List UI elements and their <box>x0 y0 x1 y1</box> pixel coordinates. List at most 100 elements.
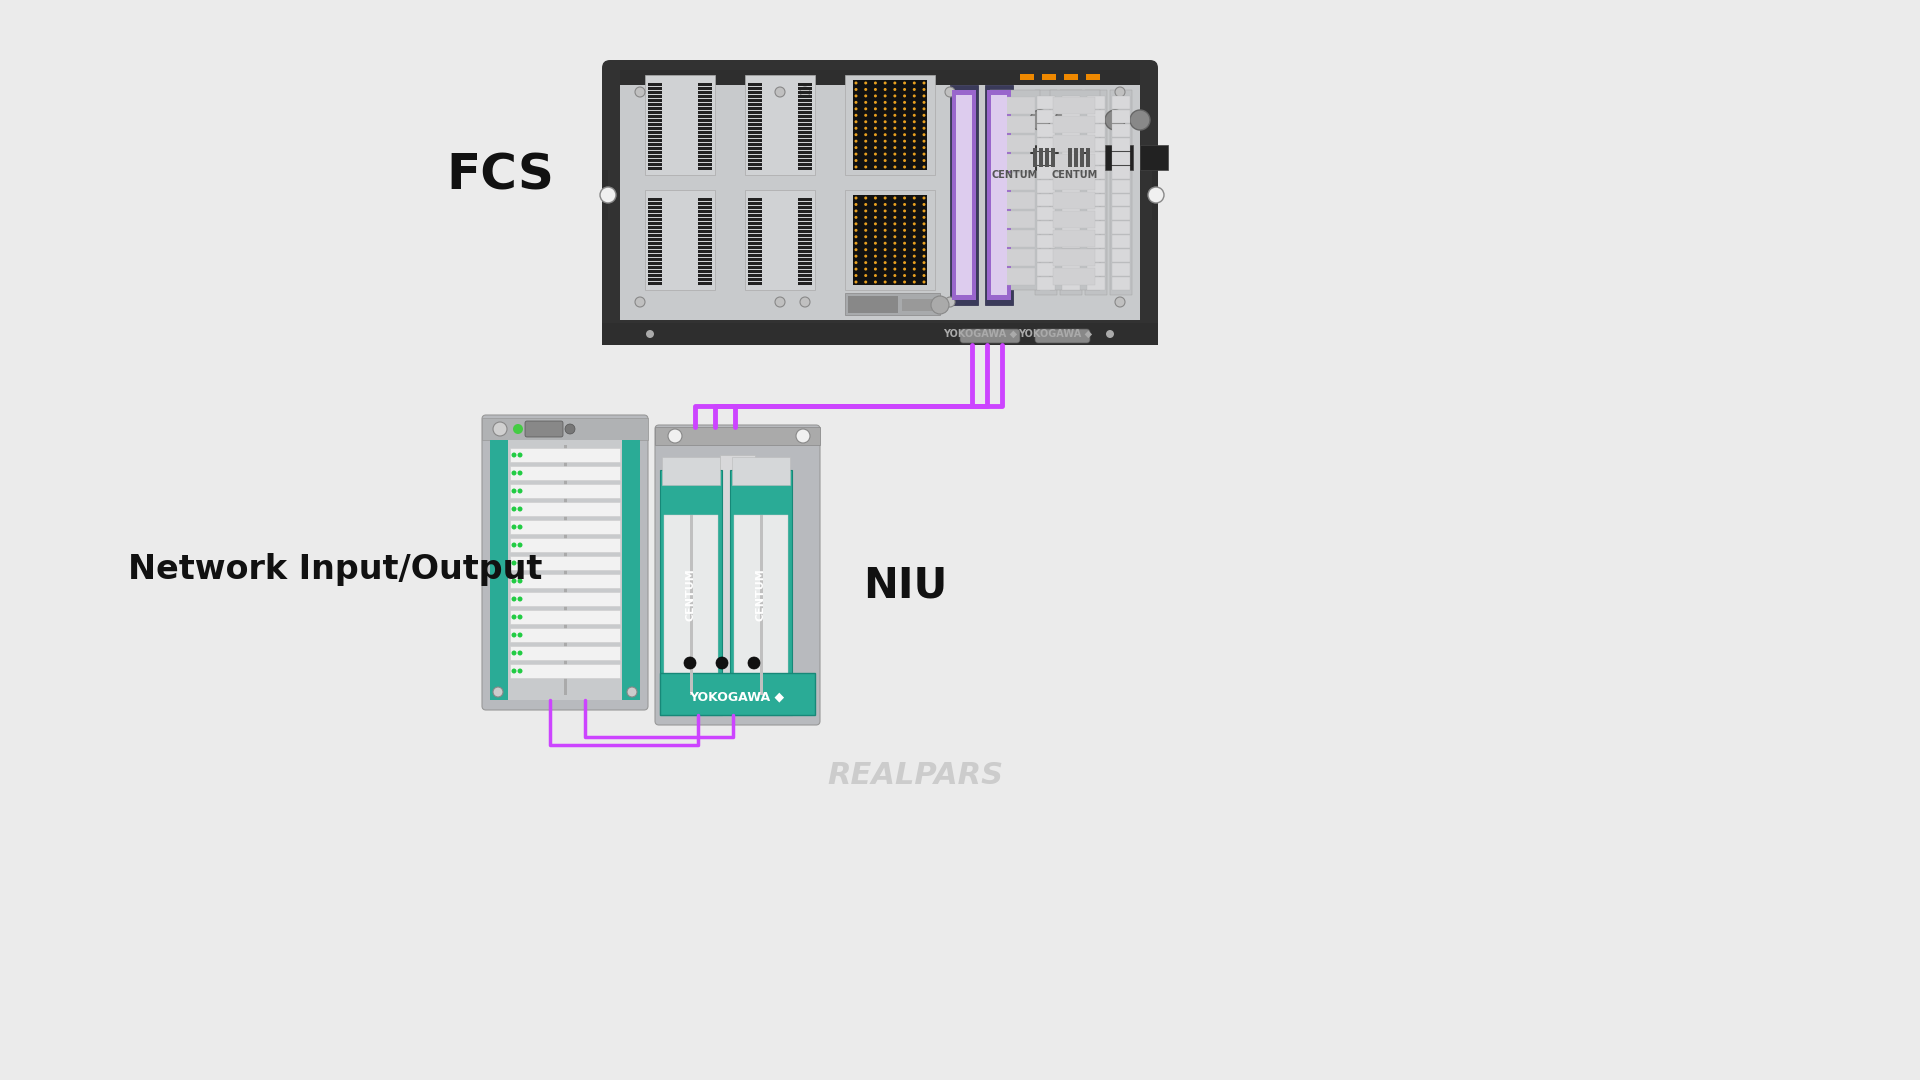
Circle shape <box>854 222 858 226</box>
Bar <box>993 97 1035 114</box>
Bar <box>649 214 662 217</box>
Text: REALPARS: REALPARS <box>828 760 1002 789</box>
Bar <box>749 122 762 126</box>
Bar <box>1052 230 1094 247</box>
Bar <box>699 131 712 134</box>
Bar <box>699 238 712 241</box>
Circle shape <box>854 197 858 200</box>
Bar <box>511 502 620 516</box>
Circle shape <box>511 488 516 494</box>
Bar <box>1052 173 1094 190</box>
Circle shape <box>645 330 655 338</box>
Bar <box>660 673 814 715</box>
Circle shape <box>864 248 868 252</box>
Bar <box>760 515 762 696</box>
Bar <box>799 238 812 241</box>
Circle shape <box>864 81 868 84</box>
Circle shape <box>518 542 522 548</box>
Circle shape <box>854 281 858 283</box>
Bar <box>511 610 620 624</box>
Bar <box>699 261 712 265</box>
Bar <box>799 138 812 141</box>
Circle shape <box>854 203 858 206</box>
Circle shape <box>893 81 897 84</box>
Circle shape <box>883 197 887 200</box>
Circle shape <box>922 152 925 156</box>
Circle shape <box>518 650 522 656</box>
Circle shape <box>518 561 522 566</box>
Bar <box>1033 148 1037 167</box>
Bar <box>799 273 812 276</box>
Bar <box>749 162 762 166</box>
Bar <box>749 143 762 146</box>
Bar <box>1050 90 1100 291</box>
Circle shape <box>874 216 877 219</box>
Bar <box>799 214 812 217</box>
Bar <box>749 249 762 253</box>
Bar <box>991 95 1006 295</box>
Bar <box>1052 135 1094 152</box>
Bar <box>1087 278 1106 291</box>
Circle shape <box>874 120 877 123</box>
Circle shape <box>518 633 522 637</box>
Bar <box>649 242 662 245</box>
Circle shape <box>864 113 868 117</box>
Circle shape <box>922 235 925 239</box>
Circle shape <box>912 268 916 271</box>
Bar <box>1052 192 1094 210</box>
Bar <box>1062 138 1079 151</box>
Circle shape <box>511 633 516 637</box>
Circle shape <box>716 657 728 669</box>
Bar <box>799 261 812 265</box>
Bar <box>799 249 812 253</box>
Bar <box>849 296 899 313</box>
Bar <box>749 278 762 281</box>
Circle shape <box>864 146 868 149</box>
Circle shape <box>893 165 897 168</box>
Circle shape <box>902 81 906 84</box>
Circle shape <box>893 248 897 252</box>
Bar <box>482 418 649 440</box>
Circle shape <box>912 274 916 278</box>
Circle shape <box>902 274 906 278</box>
Bar <box>730 470 791 715</box>
Circle shape <box>912 203 916 206</box>
Bar <box>799 91 812 94</box>
Bar <box>699 91 712 94</box>
Bar <box>749 86 762 90</box>
Bar <box>649 270 662 273</box>
Circle shape <box>883 165 887 168</box>
Circle shape <box>518 579 522 583</box>
Circle shape <box>776 87 785 97</box>
Bar <box>699 162 712 166</box>
Bar <box>799 221 812 225</box>
Bar <box>1087 124 1106 137</box>
Bar <box>799 86 812 90</box>
Bar <box>1152 170 1158 220</box>
Bar <box>749 154 762 158</box>
Circle shape <box>854 229 858 232</box>
Bar <box>649 202 662 205</box>
Circle shape <box>874 268 877 271</box>
Bar <box>749 103 762 106</box>
Circle shape <box>922 120 925 123</box>
Circle shape <box>636 87 645 97</box>
Circle shape <box>912 197 916 200</box>
Circle shape <box>893 216 897 219</box>
Circle shape <box>854 81 858 84</box>
Bar <box>799 205 812 210</box>
Circle shape <box>874 210 877 213</box>
Bar <box>956 95 972 295</box>
Circle shape <box>874 113 877 117</box>
Bar <box>799 245 812 249</box>
Bar <box>511 465 620 480</box>
Circle shape <box>518 488 522 494</box>
Bar <box>1087 193 1106 206</box>
Bar <box>1037 110 1054 123</box>
Bar <box>1087 151 1106 164</box>
Bar <box>799 278 812 281</box>
Bar <box>993 268 1035 285</box>
Circle shape <box>511 650 516 656</box>
Circle shape <box>922 248 925 252</box>
Bar <box>699 143 712 146</box>
